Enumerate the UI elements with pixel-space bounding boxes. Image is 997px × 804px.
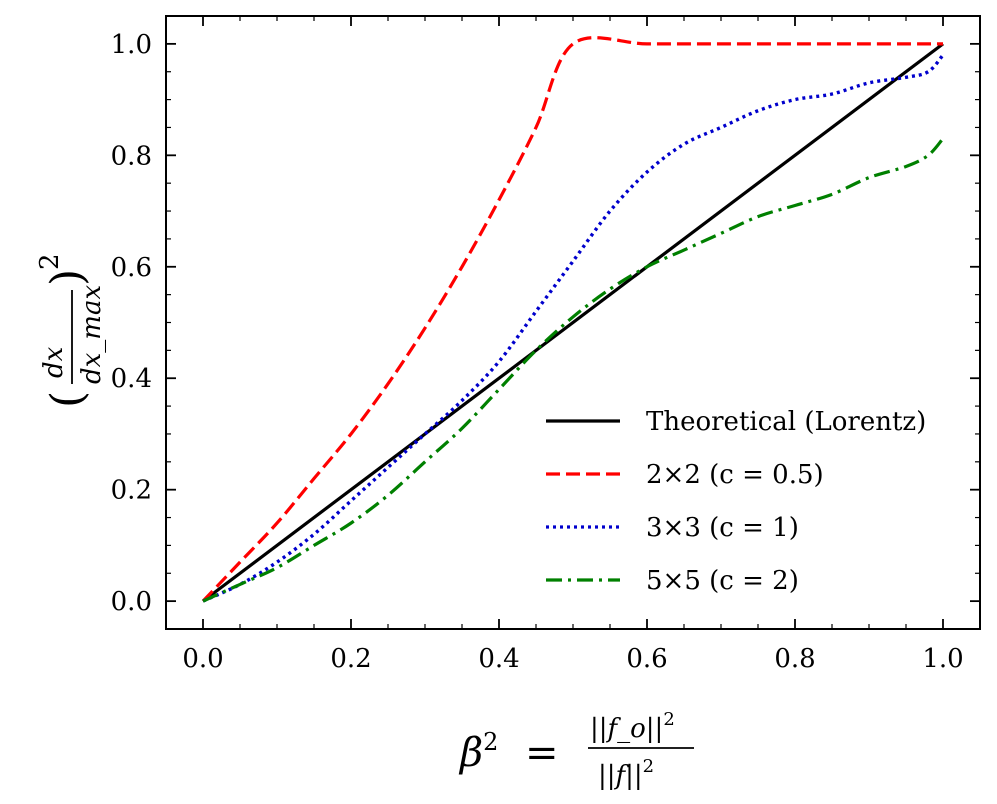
y-axis-label: ( dx dx_max ) 2 (35, 253, 107, 408)
x-axis-label-denominator-exponent: 2 (643, 756, 654, 777)
series-lines (201, 36, 945, 603)
axis-ticks (165, 15, 981, 630)
x-axis-label-numerator-exponent: 2 (663, 709, 674, 730)
svg-text:||f_o||2: ||f_o||2 (590, 709, 675, 744)
x-tick-label: 0.6 (626, 644, 667, 674)
series-line-1 (201, 36, 943, 603)
y-tick-label: 0.8 (111, 141, 152, 171)
y-tick-label: 0.4 (111, 364, 152, 394)
series-line-2 (202, 53, 945, 603)
series-line-0 (202, 42, 944, 603)
svg-text:β2: β2 (458, 728, 498, 776)
x-tick-label: 0.0 (182, 644, 223, 674)
tick-labels: 0.0 0.2 0.4 0.6 0.8 1.0 0.0 0.2 0.4 0.6 0.8 1.0 (111, 30, 964, 674)
legend-label-0: Theoretical (Lorentz) (646, 407, 926, 437)
x-tick-label: 0.8 (774, 644, 815, 674)
x-axis-label-lhs-exponent: 2 (483, 728, 498, 756)
x-axis-label: β2 = ||f_o||2 ||f||2 (458, 709, 694, 791)
y-axis-label-numerator: dx (39, 346, 69, 378)
x-axis-label-denominator: ||f|| (598, 761, 643, 791)
x-axis-label-lhs: β (458, 730, 483, 776)
legend-label-1: 2×2 (c = 0.5) (646, 460, 824, 490)
legend: Theoretical (Lorentz) 2×2 (c = 0.5) 3×3 (c… (546, 407, 926, 596)
x-tick-label: 1.0 (922, 644, 963, 674)
svg-text:||f||2: ||f||2 (598, 756, 654, 791)
x-tick-label: 0.4 (478, 644, 519, 674)
y-tick-label: 1.0 (111, 30, 152, 60)
y-tick-label: 0.6 (111, 253, 152, 283)
y-tick-label: 0.0 (111, 587, 152, 617)
y-axis-label-denominator: dx_max (77, 285, 107, 384)
x-axis-label-equals: = (525, 730, 559, 776)
legend-label-2: 3×3 (c = 1) (646, 513, 799, 543)
y-axis-label-open-paren: ( (42, 391, 93, 408)
legend-label-3: 5×5 (c = 2) (646, 566, 799, 596)
y-axis-label-exponent: 2 (35, 253, 65, 270)
x-tick-label: 0.2 (330, 644, 371, 674)
y-tick-label: 0.2 (111, 476, 152, 506)
y-axis-label-close-paren: ) (42, 269, 93, 286)
series-line-3 (202, 137, 945, 603)
x-axis-label-numerator: ||f_o|| (590, 714, 663, 744)
